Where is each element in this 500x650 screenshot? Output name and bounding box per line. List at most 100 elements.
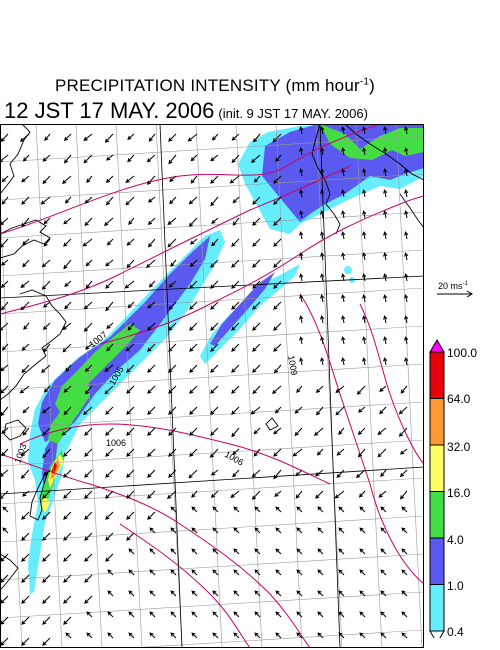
wind-arrow [404, 252, 409, 261]
wind-arrow [210, 490, 219, 499]
wind-arrow [320, 252, 325, 261]
wind-arrow [104, 133, 114, 143]
wind-arrow [299, 168, 304, 177]
wind-arrow [383, 252, 388, 261]
wind-arrow [212, 548, 219, 555]
wind-arrow [149, 527, 156, 534]
wind-arrow [209, 448, 219, 458]
wind-arrow [64, 196, 72, 204]
wind-arrow [126, 238, 135, 246]
wind-arrow [106, 238, 114, 246]
wind-arrow [43, 469, 51, 476]
wind-arrow [335, 385, 345, 393]
colorbar-boxes [429, 339, 445, 638]
wind-arrow [341, 252, 346, 261]
grid-line [0, 173, 424, 201]
wind-arrow [105, 259, 114, 267]
wind-arrow [104, 364, 114, 372]
wind-arrow [383, 231, 388, 240]
wind-arrow [341, 273, 346, 282]
wind-arrow [107, 611, 114, 618]
wind-arrow [149, 611, 156, 618]
wind-arrow [275, 590, 282, 597]
init-time: (init. 9 JST 17 MAY. 2006) [218, 106, 368, 121]
wind-arrow [251, 469, 261, 478]
grid-line [0, 287, 424, 315]
wind-arrow [148, 133, 156, 142]
wind-arrow [296, 611, 303, 618]
wind-arrow [127, 133, 135, 140]
wind-arrow [105, 427, 114, 436]
wind-arrow [299, 357, 304, 366]
wind-arrow [62, 175, 72, 184]
wind-arrow [210, 322, 219, 331]
wind-arrow [105, 406, 114, 415]
wind-arrow [190, 154, 198, 162]
wind-arrow [210, 280, 219, 289]
wind-arrow [105, 553, 114, 562]
wind-arrow [21, 490, 30, 497]
wind-arrow [401, 611, 408, 618]
wind-arrow [362, 315, 367, 324]
wind-arrow [0, 133, 9, 143]
colorbar-label: 16.0 [447, 486, 471, 500]
title-close: ) [369, 76, 376, 95]
wind-arrow [189, 406, 198, 415]
wind-arrow [42, 301, 51, 308]
wind-arrow [274, 406, 282, 414]
wind-arrow [359, 632, 366, 639]
wind-arrow [362, 294, 367, 303]
wind-arrow [42, 322, 51, 331]
colorbar-under-triangle [429, 630, 445, 638]
wind-arrow [380, 590, 387, 597]
wind-arrow [273, 280, 282, 289]
wind-arrow [232, 448, 240, 455]
wind-arrow [22, 238, 30, 245]
wind-arrow [168, 301, 177, 311]
wind-arrow [317, 632, 324, 639]
wind-arrow [383, 294, 388, 303]
wind-arrow [170, 569, 177, 576]
wind-arrow [230, 490, 240, 498]
grid-line [0, 591, 424, 619]
wind-arrow [63, 511, 72, 520]
wind-arrow [0, 595, 9, 604]
wind-arrow [212, 632, 219, 639]
wind-arrow [362, 126, 367, 135]
wind-arrow [170, 527, 177, 534]
grid-line [0, 325, 424, 353]
wind-arrow [250, 406, 261, 415]
wind-arrow [146, 154, 156, 163]
wind-arrow [84, 427, 93, 436]
wind-arrow [147, 448, 156, 457]
wind-arrow [127, 322, 135, 331]
wind-arrow [124, 280, 135, 289]
wind-arrow [0, 259, 9, 266]
isobars [0, 124, 424, 648]
grid-line [0, 211, 424, 239]
valid-time-title: 12 JST 17 MAY. 2006 (init. 9 JST 17 MAY. … [4, 98, 368, 124]
wind-arrow [380, 569, 387, 576]
wind-arrow [107, 569, 114, 576]
wind-arrow [84, 364, 93, 373]
wind-arrow [63, 616, 72, 625]
wind-arrow [191, 490, 198, 499]
wind-arrow [189, 448, 198, 457]
wind-arrow [170, 259, 177, 268]
wind-arrow [233, 548, 240, 555]
wind-arrow [2, 506, 9, 513]
wind-arrow [23, 322, 30, 331]
wind-arrow [126, 469, 135, 478]
grid-line [75, 124, 103, 648]
wind-arrow [63, 406, 72, 416]
wind-arrow [356, 385, 366, 395]
wind-arrow [378, 490, 387, 498]
wind-arrow [168, 322, 177, 331]
wind-arrow [128, 611, 135, 618]
wind-arrow [63, 490, 72, 499]
wind-arrow [254, 611, 261, 618]
wind-arrow [84, 490, 93, 499]
wind-arrow [231, 406, 240, 415]
wind-arrow [105, 532, 114, 541]
wind-arrow [233, 506, 240, 513]
